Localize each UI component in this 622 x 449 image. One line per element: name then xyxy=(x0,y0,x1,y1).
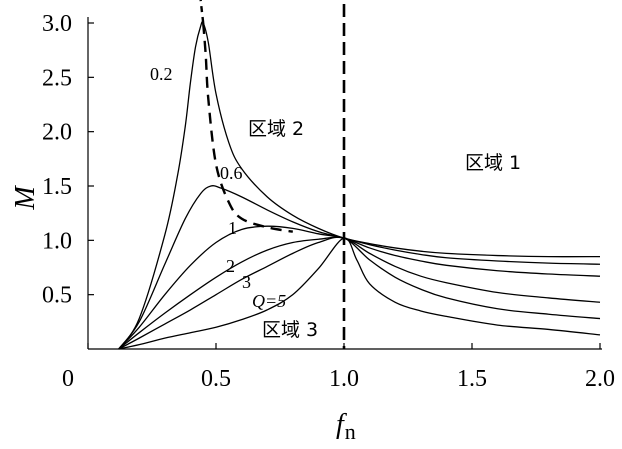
series-label-3: 3 xyxy=(242,272,251,292)
region-label-2: 区域 2 xyxy=(248,118,304,140)
series-line-q5 xyxy=(118,237,601,350)
region-label-1: 区域 1 xyxy=(465,152,521,174)
y-tick-label: 0.5 xyxy=(42,283,72,309)
y-tick-label: 3.0 xyxy=(42,11,72,37)
x-axis-title: fn xyxy=(336,409,356,444)
x-axis-title-sub: n xyxy=(345,419,356,444)
series-line-0.2 xyxy=(118,21,601,350)
x-tick-label: 2.0 xyxy=(585,366,615,392)
peak-boundary-top xyxy=(199,0,205,24)
series-line-2 xyxy=(118,236,601,350)
series-label-q5: Q=5 xyxy=(252,291,286,311)
y-axis-title: M xyxy=(10,185,41,211)
y-tick-label: 1.5 xyxy=(42,174,72,200)
series-label-0.6: 0.6 xyxy=(220,163,243,183)
chart-ticks: 0 0.5 1.0 1.5 2.0 0.5 1.0 1.5 2.0 2.5 3.0 xyxy=(42,11,615,392)
x-tick-label: 1.5 xyxy=(457,366,487,392)
series-line-0.6 xyxy=(118,185,601,350)
y-tick-label: 2.0 xyxy=(42,120,72,146)
series-line-3 xyxy=(118,236,601,350)
series-label-0.2: 0.2 xyxy=(150,64,173,84)
peak-boundary-line xyxy=(202,22,293,233)
x-axis-title-main: f xyxy=(336,409,347,440)
y-tick-label: 1.0 xyxy=(42,228,72,254)
region-label-3: 区域 3 xyxy=(262,319,318,341)
series-line-1 xyxy=(118,225,601,350)
x-tick-label: 0 xyxy=(62,366,74,392)
chart-boundaries xyxy=(199,0,346,349)
chart-series xyxy=(118,21,601,350)
series-label-1: 1 xyxy=(228,218,237,238)
x-tick-label: 1.0 xyxy=(329,366,359,392)
series-label-2: 2 xyxy=(226,256,235,276)
x-tick-label: 0.5 xyxy=(201,366,231,392)
y-tick-label: 2.5 xyxy=(42,65,72,91)
